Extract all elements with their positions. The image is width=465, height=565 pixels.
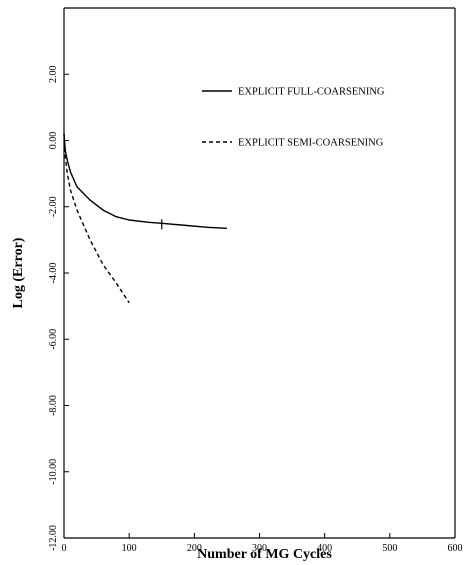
x-tick-label: 300 (252, 543, 267, 554)
y-tick-label: 2.00 (48, 66, 59, 84)
series-layer (63, 133, 227, 304)
y-tick-label: -10.00 (48, 459, 59, 485)
legend-label-2: EXPLICIT SEMI-COARSENING (238, 138, 384, 149)
y-tick-label: -2.00 (48, 196, 59, 217)
y-ticks: 2.00 0.00 -2.00 -4.00 -6.00 -8.00 -10.00 -12.00 (48, 66, 69, 551)
y-tick-label: -4.00 (48, 263, 59, 284)
legend: EXPLICIT FULL-COARSENING EXPLICIT SEMI-CO… (202, 87, 385, 149)
legend-label-1: EXPLICIT FULL-COARSENING (238, 87, 385, 98)
x-tick-label: 100 (122, 543, 137, 554)
x-tick-label: 200 (187, 543, 202, 554)
x-tick-label: 600 (448, 543, 463, 554)
y-axis-title: Log (Error) (11, 237, 26, 308)
y-tick-label: -6.00 (48, 329, 59, 350)
y-tick-label: 0.00 (48, 132, 59, 150)
x-ticks: 0 100 200 300 400 500 600 (62, 533, 463, 554)
x-axis-title: Number of MG Cycles (197, 547, 332, 562)
x-tick-label: 500 (382, 543, 397, 554)
series-line-1 (63, 133, 227, 229)
x-tick-label: 400 (317, 543, 332, 554)
x-tick-label: 0 (62, 543, 67, 554)
y-tick-label: -8.00 (48, 395, 59, 416)
series-line-2 (63, 133, 130, 304)
y-tick-label: -12.00 (48, 525, 59, 551)
